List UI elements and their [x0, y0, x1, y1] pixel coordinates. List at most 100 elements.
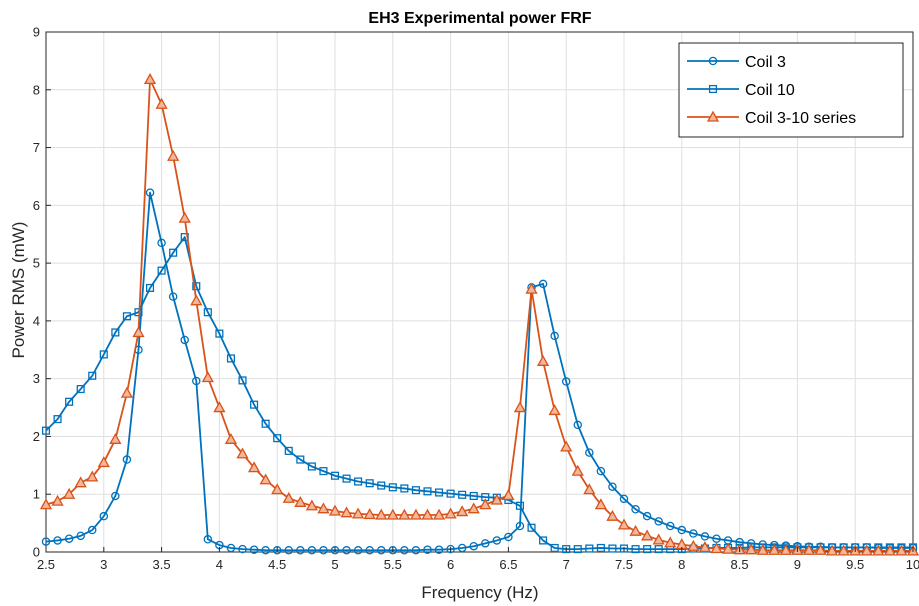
data-point [226, 354, 236, 363]
data-point [307, 546, 317, 555]
data-point [238, 544, 247, 554]
data-point [446, 544, 455, 554]
data-point [353, 546, 363, 555]
data-point [550, 543, 559, 553]
x-axis-label: Frequency (Hz) [421, 583, 538, 602]
data-point [400, 484, 409, 493]
data-point [432, 508, 446, 520]
data-point [492, 536, 502, 545]
data-point [768, 543, 781, 555]
data-point [109, 432, 122, 444]
data-point [167, 149, 180, 161]
data-point [377, 481, 386, 490]
data-point [296, 546, 305, 555]
data-point [386, 508, 399, 520]
data-point [273, 434, 282, 443]
data-point [560, 440, 573, 452]
x-tick-label: 2.5 [37, 557, 55, 572]
data-point [571, 464, 584, 476]
data-point [97, 456, 110, 468]
data-point [423, 545, 432, 554]
data-point [457, 543, 467, 553]
data-point [515, 501, 525, 510]
data-point [802, 543, 816, 555]
data-point [608, 544, 617, 553]
chart-title: EH3 Experimental power FRF [368, 10, 591, 27]
data-point [664, 536, 677, 548]
data-point [132, 326, 145, 338]
legend-marker [706, 110, 720, 122]
legend-label: Coil 3-10 series [745, 110, 856, 127]
data-point [411, 546, 421, 555]
data-point [687, 539, 700, 551]
x-tick-label: 5 [331, 557, 338, 572]
data-point [363, 508, 376, 520]
y-axis-ticks: 0 1 2 3 4 5 6 7 8 9 [33, 25, 51, 560]
data-point [305, 499, 318, 511]
series-layer [39, 73, 919, 556]
series-line [45, 78, 913, 552]
data-point [317, 502, 330, 514]
data-point [342, 474, 351, 483]
data-point [354, 477, 363, 486]
y-tick-label: 2 [33, 429, 40, 444]
x-tick-label: 4 [216, 557, 223, 572]
data-point [388, 546, 398, 555]
y-tick-label: 6 [33, 198, 40, 213]
data-point [99, 511, 109, 521]
data-point [608, 482, 617, 491]
data-point [168, 292, 178, 301]
x-tick-label: 5.5 [384, 557, 402, 572]
data-point [238, 376, 247, 385]
data-point [247, 461, 261, 473]
data-point [490, 493, 503, 505]
data-point [201, 371, 214, 383]
data-point [169, 248, 178, 257]
data-point [307, 462, 316, 471]
data-point [423, 487, 432, 496]
y-tick-label: 8 [33, 82, 40, 97]
data-point [721, 542, 735, 554]
data-point [157, 266, 166, 275]
data-point [756, 543, 769, 555]
data-point [594, 498, 607, 510]
data-point [284, 546, 294, 555]
data-point [99, 350, 108, 359]
data-point [456, 505, 469, 517]
data-point [74, 476, 87, 488]
data-point [330, 471, 340, 480]
data-point [860, 544, 873, 556]
data-point [120, 386, 134, 398]
legend: Coil 3 Coil 10 Coil 3-10 series [678, 42, 904, 138]
data-point [261, 546, 270, 555]
data-point [376, 546, 386, 555]
data-point [236, 447, 249, 459]
data-point [203, 535, 213, 544]
x-tick-label: 8 [678, 557, 685, 572]
data-point [665, 521, 675, 531]
data-point [213, 401, 226, 413]
data-point [400, 546, 409, 555]
x-axis-ticks: 2.5 3 3.5 4 4.5 5 5.5 6 6.5 7 7.5 8 8.5 9 9.5 10 [37, 547, 919, 572]
data-point [539, 536, 548, 545]
data-point [86, 470, 99, 482]
data-point [527, 523, 536, 532]
data-point [282, 491, 295, 503]
data-point [87, 525, 97, 535]
data-point [642, 511, 652, 521]
data-point [111, 491, 120, 501]
y-axis-label: Power RMS (mW) [9, 222, 28, 359]
y-tick-label: 4 [33, 313, 40, 328]
x-tick-label: 7.5 [615, 557, 633, 572]
data-point [883, 544, 896, 556]
x-tick-label: 8.5 [731, 557, 749, 572]
data-point [388, 483, 397, 492]
data-point [224, 432, 238, 444]
data-point [779, 543, 792, 555]
data-point [481, 539, 490, 548]
data-point [63, 487, 76, 499]
data-point [562, 545, 571, 554]
data-point [215, 329, 224, 338]
data-point [525, 282, 538, 294]
data-point [192, 376, 201, 386]
